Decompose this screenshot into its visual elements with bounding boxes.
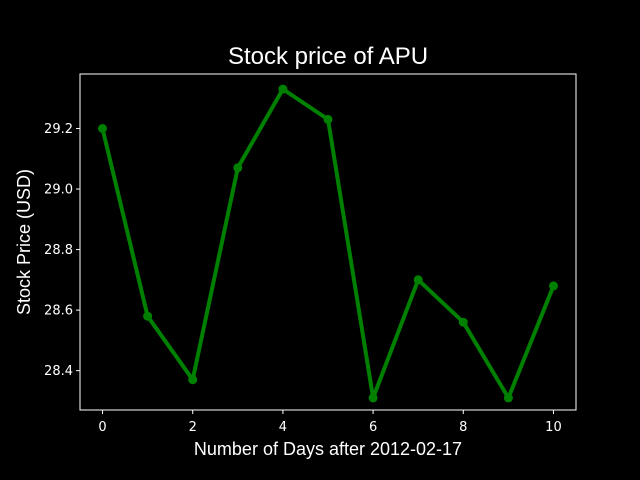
x-tick-label: 4 (279, 420, 287, 435)
x-axis-ticks: 0 2 4 6 8 10 (98, 410, 562, 435)
data-point (413, 275, 423, 285)
data-point (278, 84, 288, 94)
y-axis-label: Stock Price (USD) (14, 169, 34, 315)
data-point (323, 114, 333, 124)
x-tick-label: 10 (545, 420, 562, 435)
data-point (368, 393, 378, 403)
x-tick-label: 0 (98, 420, 106, 435)
data-point (458, 317, 468, 327)
y-tick-label: 28.6 (44, 304, 73, 319)
x-axis-label: Number of Days after 2012-02-17 (194, 439, 462, 459)
y-tick-label: 28.8 (44, 243, 73, 258)
x-tick-label: 6 (369, 420, 377, 435)
data-point (549, 281, 558, 291)
data-point (503, 393, 513, 403)
data-point (143, 311, 153, 321)
chart-title: Stock price of APU (228, 43, 428, 70)
y-tick-label: 29.2 (44, 122, 73, 137)
data-point (233, 163, 243, 173)
data-point (98, 124, 107, 133)
x-tick-label: 8 (459, 420, 467, 435)
data-point (188, 375, 198, 385)
y-tick-label: 28.4 (44, 364, 73, 379)
y-axis-ticks: 28.4 28.6 28.8 29.0 29.2 (44, 122, 80, 379)
y-tick-label: 29.0 (44, 183, 73, 198)
price-line (100, 87, 556, 400)
series-layer (98, 84, 558, 403)
x-tick-label: 2 (189, 420, 197, 435)
plot-area-frame (79, 73, 577, 411)
